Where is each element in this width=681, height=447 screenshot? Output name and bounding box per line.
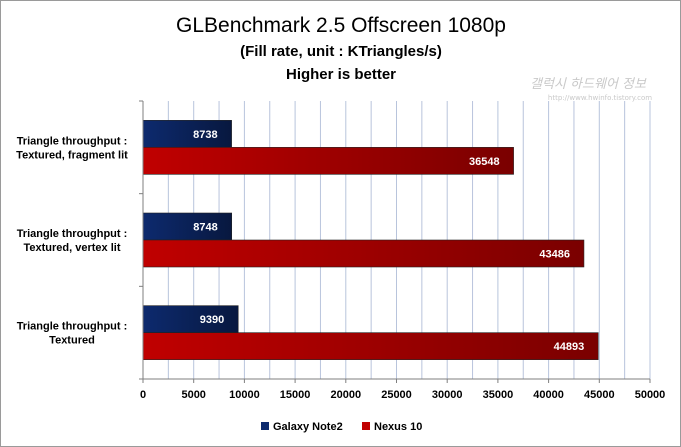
data-label: 43486 <box>539 249 570 261</box>
data-label: 8738 <box>193 129 217 141</box>
bar-nexus-10 <box>142 332 599 360</box>
bars: 8738 36548 Triangle throughput : Textured, … <box>16 120 599 360</box>
data-label: 36548 <box>469 156 500 168</box>
x-tick-label: 0 <box>140 389 146 401</box>
watermark-text: 갤럭시 하드웨어 정보 <box>530 77 647 92</box>
bar-galaxy-note2 <box>142 120 232 148</box>
legend-swatch <box>362 422 370 430</box>
data-label: 8748 <box>193 222 217 234</box>
chart-title: GLBenchmark 2.5 Offscreen 1080p <box>176 14 506 37</box>
bar-nexus-10 <box>142 147 514 175</box>
x-tick-label: 35000 <box>483 389 514 401</box>
legend-swatch <box>261 422 269 430</box>
watermark: 갤럭시 하드웨어 정보 http://www.hwinfo.tistory.co… <box>530 77 652 102</box>
category-label: Triangle throughput : <box>17 321 128 333</box>
legend-label: Galaxy Note2 <box>273 421 343 433</box>
chart-subtitle-2: Higher is better <box>286 66 396 83</box>
x-tick-label: 50000 <box>635 389 666 401</box>
bar-galaxy-note2 <box>142 305 239 333</box>
category-label: Textured, vertex lit <box>24 242 121 254</box>
axes: 0 5000 10000 15000 20000 25000 30000 35000 40000… <box>139 100 666 401</box>
data-label: 9390 <box>200 314 224 326</box>
chart-subtitle-1: (Fill rate, unit : KTriangles/s) <box>240 43 442 60</box>
legend-label: Nexus 10 <box>374 421 422 433</box>
data-label: 44893 <box>554 341 585 353</box>
x-tick-label: 5000 <box>181 389 205 401</box>
x-tick-label: 10000 <box>229 389 260 401</box>
bar-galaxy-note2 <box>142 212 233 241</box>
x-tick-label: 45000 <box>584 389 615 401</box>
watermark-url: http://www.hwinfo.tistory.com <box>548 94 652 102</box>
x-tick-label: 15000 <box>280 389 311 401</box>
category-label: Triangle throughput : <box>17 228 128 240</box>
x-tick-label: 20000 <box>331 389 362 401</box>
legend: Galaxy Note2 Nexus 10 <box>261 421 422 433</box>
x-tick-label: 40000 <box>533 389 564 401</box>
category-label: Textured, fragment lit <box>16 149 128 161</box>
category-label: Triangle throughput : <box>17 135 128 147</box>
category-label: Textured <box>49 335 95 347</box>
x-tick-label: 25000 <box>381 389 412 401</box>
bar-nexus-10 <box>142 239 585 268</box>
x-tick-label: 30000 <box>432 389 463 401</box>
